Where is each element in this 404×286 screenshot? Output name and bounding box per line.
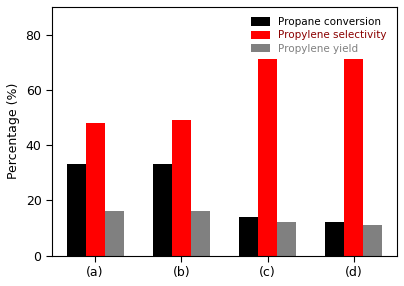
Y-axis label: Percentage (%): Percentage (%) (7, 83, 20, 180)
Bar (239, 217, 258, 256)
Bar (86, 123, 105, 256)
Bar (172, 120, 191, 256)
Legend: Propane conversion, Propylene selectivity, Propylene yield: Propane conversion, Propylene selectivit… (246, 12, 392, 59)
Bar (105, 211, 124, 256)
Bar (364, 225, 383, 256)
Bar (191, 211, 210, 256)
Bar (153, 164, 172, 256)
Bar (345, 18, 364, 256)
Bar (277, 223, 296, 256)
Bar (258, 26, 277, 256)
Bar (67, 164, 86, 256)
Bar (326, 223, 345, 256)
